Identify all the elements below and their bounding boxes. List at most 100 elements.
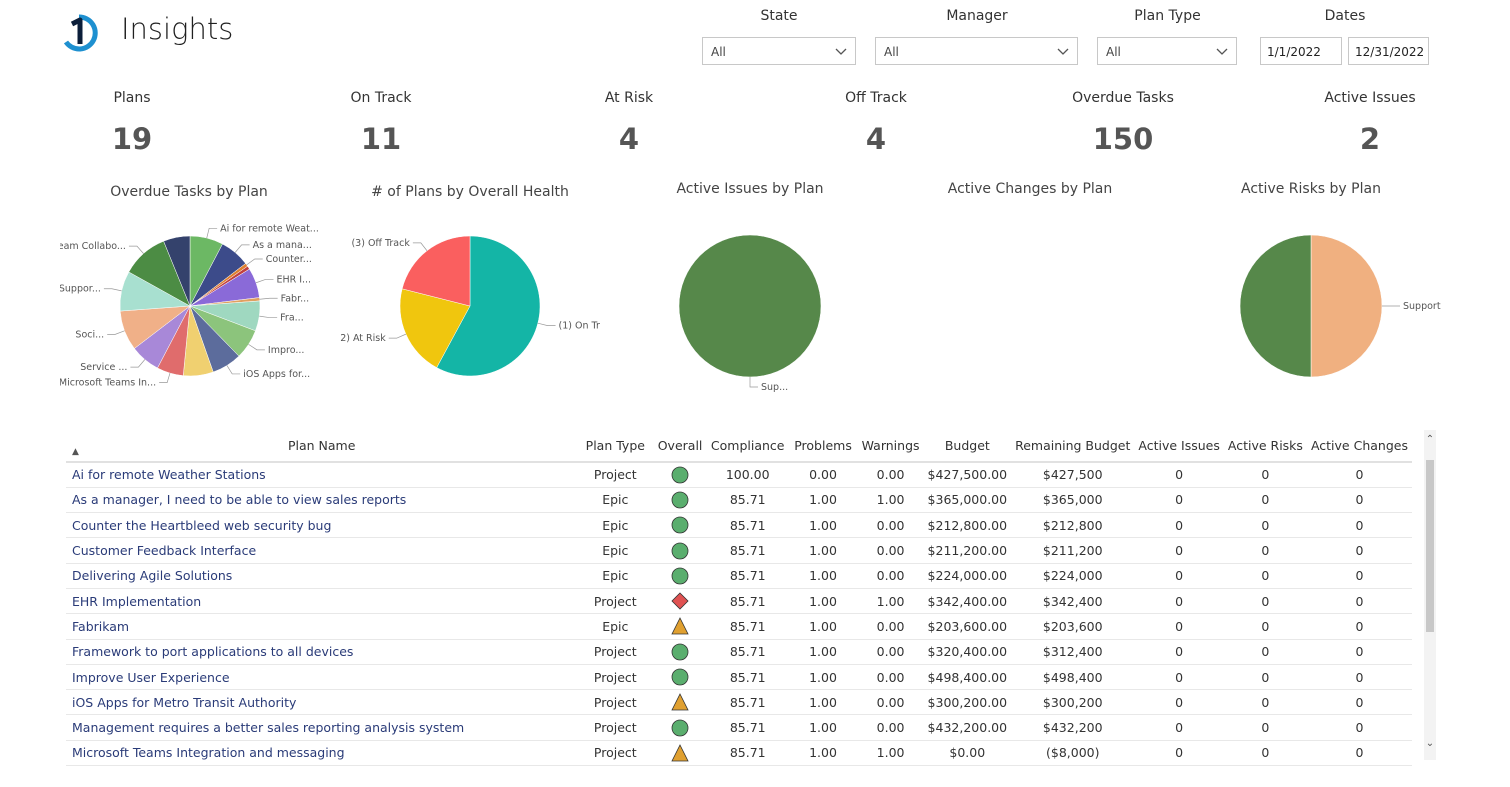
kpi-active-issues-value: 2 <box>1359 122 1381 156</box>
plan-name-link[interactable]: As a manager, I need to be able to view … <box>66 487 578 514</box>
chevron-down-icon <box>1057 48 1069 55</box>
col-header-overall[interactable]: Overall <box>653 430 707 463</box>
pie-leader-line <box>226 365 241 375</box>
pie-slice[interactable] <box>436 235 541 377</box>
plan-type-dropdown[interactable]: All <box>1097 37 1237 65</box>
warnings-cell: 0.00 <box>857 714 924 741</box>
active-issues-chart-title: Active Issues by Plan <box>676 181 824 197</box>
active-issues-pie-chart[interactable]: Sup... <box>620 210 880 400</box>
active-risks-cell: 0 <box>1223 563 1307 589</box>
col-header-plan-name[interactable]: Plan Name ▲ <box>66 430 578 463</box>
active-changes-cell: 0 <box>1306 664 1412 691</box>
overall-status <box>653 664 707 691</box>
plan-type-filter-label: Plan Type <box>1134 8 1201 24</box>
compliance-cell: 85.71 <box>706 512 789 539</box>
plan-name-link[interactable]: Ai for remote Weather Stations <box>66 462 578 488</box>
plan-type-dropdown-value: All <box>1106 45 1121 59</box>
pie-label: Soci... <box>75 329 104 340</box>
table-row[interactable]: Counter the Heartbleed web security bug E… <box>66 512 1412 539</box>
warnings-cell: 1.00 <box>857 740 924 767</box>
pie-slice[interactable] <box>678 234 822 378</box>
end-date-input[interactable]: 12/31/2022 <box>1348 37 1429 65</box>
kpi-at-risk-value: 4 <box>618 122 640 156</box>
plan-type-cell: Project <box>577 740 654 767</box>
plan-name-link[interactable]: Improve User Experience <box>66 664 578 691</box>
table-row[interactable]: Management requires a better sales repor… <box>66 714 1412 741</box>
pie-leader-line <box>248 344 265 351</box>
active-risks-pie-chart[interactable]: Support ... <box>1181 210 1441 400</box>
status-green-circle-icon <box>671 719 689 737</box>
col-header-remaining-budget[interactable]: Remaining Budget <box>1011 430 1135 463</box>
scroll-down-icon[interactable]: ⌄ <box>1425 738 1435 749</box>
col-header-compliance[interactable]: Compliance <box>706 430 789 463</box>
col-header-budget[interactable]: Budget <box>923 430 1012 463</box>
warnings-cell: 0.00 <box>857 563 924 589</box>
pie-label: Microsoft Teams In... <box>60 378 156 389</box>
problems-cell: 1.00 <box>788 487 858 514</box>
scrollbar-thumb[interactable] <box>1426 460 1434 632</box>
plan-name-link[interactable]: Counter the Heartbleed web security bug <box>66 512 578 539</box>
table-row[interactable]: Fabrikam Epic 85.71 1.00 0.00 $203,600.00 $203… <box>66 613 1412 640</box>
plan-name-link[interactable]: Management requires a better sales repor… <box>66 714 578 741</box>
pie-label: EHR I... <box>276 274 311 285</box>
col-header-active-changes[interactable]: Active Changes <box>1306 430 1412 463</box>
plan-name-link[interactable]: iOS Apps for Metro Transit Authority <box>66 689 578 716</box>
col-header-problems[interactable]: Problems <box>788 430 858 463</box>
sort-ascending-icon[interactable]: ▲ <box>72 447 79 457</box>
col-header-active-risks[interactable]: Active Risks <box>1223 430 1307 463</box>
pie-slice[interactable] <box>1239 234 1312 378</box>
problems-cell: 1.00 <box>788 537 858 564</box>
plan-name-link[interactable]: Microsoft Teams Integration and messagin… <box>66 740 578 767</box>
pie-slice[interactable] <box>401 235 471 307</box>
table-row[interactable]: As a manager, I need to be able to view … <box>66 487 1412 514</box>
kpi-on-track-value: 11 <box>360 122 402 156</box>
active-risks-cell: 0 <box>1223 639 1307 665</box>
manager-dropdown-value: All <box>884 45 899 59</box>
warnings-cell: 0.00 <box>857 639 924 665</box>
active-issues-cell: 0 <box>1134 689 1224 716</box>
pie-leader-line <box>107 330 125 335</box>
overall-status <box>653 537 707 564</box>
problems-cell: 1.00 <box>788 588 858 615</box>
col-header-plan-type[interactable]: Plan Type <box>577 430 654 463</box>
pie-label: Support ... <box>1403 301 1441 312</box>
overall-status <box>653 462 707 488</box>
active-risks-chart-title: Active Risks by Plan <box>1241 181 1381 197</box>
overdue-tasks-pie-chart[interactable]: Ai for remote Weat... As a mana... Counter… <box>60 210 330 400</box>
overall-status <box>653 639 707 665</box>
col-header-active-issues[interactable]: Active Issues <box>1134 430 1224 463</box>
problems-cell: 0.00 <box>788 462 858 488</box>
overall-health-pie-chart[interactable]: (1) On Track (2) At Risk (3) Off Track <box>340 210 600 400</box>
plan-name-link[interactable]: Delivering Agile Solutions <box>66 563 578 589</box>
active-risks-cell: 0 <box>1223 714 1307 741</box>
active-changes-cell: 0 <box>1306 639 1412 665</box>
table-row[interactable]: Framework to port applications to all de… <box>66 639 1412 665</box>
compliance-cell: 85.71 <box>706 740 789 767</box>
status-green-circle-icon <box>671 668 689 686</box>
table-row[interactable]: Customer Feedback Interface Epic 85.71 1.00… <box>66 537 1412 564</box>
plan-name-link[interactable]: EHR Implementation <box>66 588 578 615</box>
state-dropdown[interactable]: All <box>702 37 856 65</box>
manager-dropdown[interactable]: All <box>875 37 1078 65</box>
table-row[interactable]: EHR Implementation Project 85.71 1.00 1.00 $3… <box>66 588 1412 615</box>
plan-type-cell: Epic <box>577 613 654 640</box>
table-row[interactable]: Microsoft Teams Integration and messagin… <box>66 740 1412 767</box>
table-row[interactable]: iOS Apps for Metro Transit Authority Proj… <box>66 689 1412 716</box>
plan-name-link[interactable]: Fabrikam <box>66 613 578 640</box>
table-row[interactable]: Improve User Experience Project 85.71 1.00 0… <box>66 664 1412 691</box>
table-row[interactable]: Delivering Agile Solutions Epic 85.71 1.00 0… <box>66 563 1412 589</box>
table-row[interactable]: Ai for remote Weather Stations Project 100… <box>66 462 1412 488</box>
pie-label: (3) Off Track <box>351 238 410 249</box>
start-date-input[interactable]: 1/1/2022 <box>1260 37 1342 65</box>
col-header-warnings[interactable]: Warnings <box>857 430 924 463</box>
scroll-up-icon[interactable]: ⌃ <box>1425 434 1435 445</box>
pie-slice[interactable] <box>399 288 471 368</box>
plan-name-link[interactable]: Framework to port applications to all de… <box>66 639 578 665</box>
plan-name-link[interactable]: Customer Feedback Interface <box>66 537 578 564</box>
warnings-cell: 0.00 <box>857 512 924 539</box>
chevron-down-icon <box>835 48 847 55</box>
status-green-circle-icon <box>671 491 689 509</box>
compliance-cell: 85.71 <box>706 689 789 716</box>
pie-slice[interactable] <box>1310 234 1383 378</box>
pie-slice[interactable] <box>163 235 191 307</box>
